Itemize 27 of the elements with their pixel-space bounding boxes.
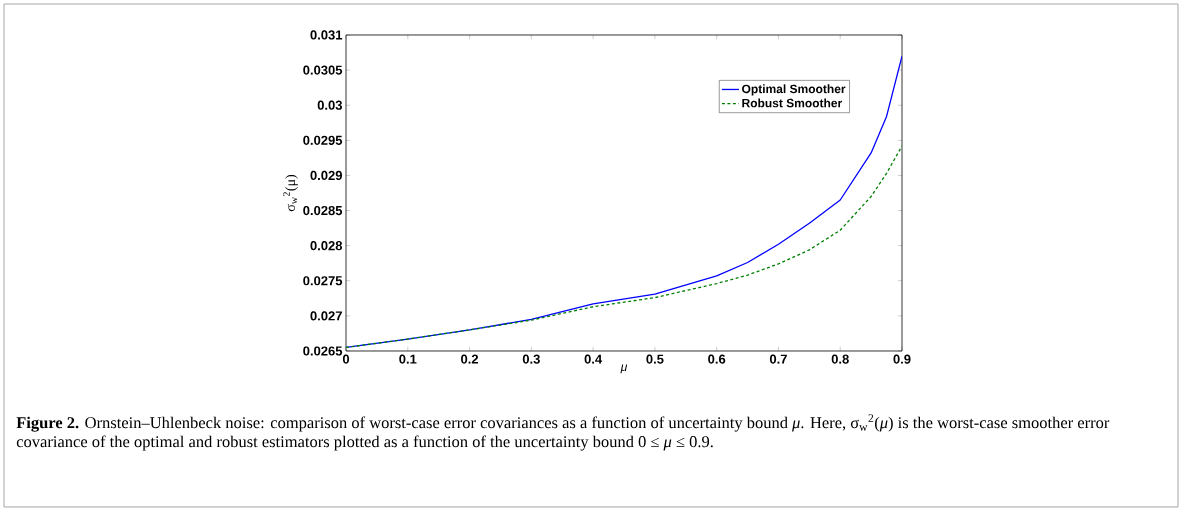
legend-label: Optimal Smoother [742,84,846,96]
y-tick-label: 0.0275 [303,276,343,286]
x-tick-label: 0.8 [831,354,849,364]
y-tick-label: 0.03 [317,100,343,110]
x-tick-label: 0.3 [522,354,540,364]
text: Figure 2. Ornstein–Uhlenbeck noise: comparison of worst-case error covariances as a function of uncertainty bound μ. Here, σ$_{w}$$^{2}$(μ) is the worst-case smoother error covariance of the optimal and robust estimators plotted as a function of the uncertainty bound 0 ≤ μ ≤ 0.9. [16,414,1110,451]
x-tick-label: 0.1 [399,354,417,364]
x-tick-label: 0.6 [708,354,726,364]
y-tick-label: 0.0305 [303,65,343,75]
y-tick-label: 0.028 [310,241,343,251]
y-tick-label: 0.031 [310,30,343,40]
y-tick-label: 0.0285 [303,205,343,216]
legend-label: Robust Smoother [742,98,843,108]
y-tick-label: 0.0295 [303,135,343,145]
x-tick-label: 0.9 [893,354,911,364]
y-axis-title: σ$_{w}$$^{2}$(μ) [283,174,298,212]
line-series [346,145,903,349]
x-tick-label: 0.5 [646,354,664,364]
line-series [346,55,903,349]
x-tick-label: 0.4 [584,354,603,364]
x-axis-title: μ [620,364,628,374]
x-tick-label: 0.7 [769,354,787,364]
y-tick-label: 0.0265 [303,346,343,356]
x-tick-label: 0.2 [461,354,479,364]
y-tick-label: 0.029 [310,170,343,181]
y-tick-label: 0.027 [310,311,342,321]
x-tick-label: 0 [342,354,350,364]
